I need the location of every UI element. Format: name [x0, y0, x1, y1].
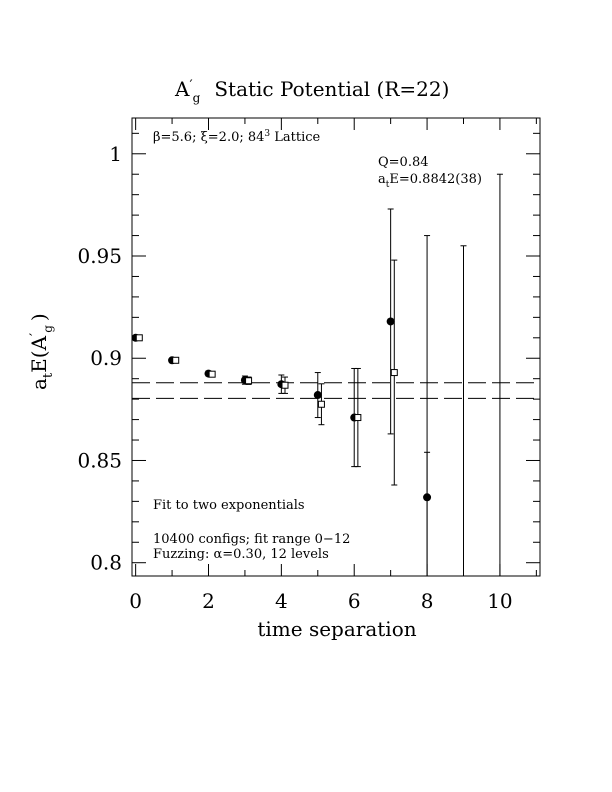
y-axis-label: atE(A′g): [27, 313, 56, 390]
y-tick-label: 0.95: [77, 244, 122, 268]
fit-note: Fit to two exponentials: [153, 498, 305, 513]
data-point-square: [317, 400, 325, 408]
x-tick-label: 0: [129, 589, 142, 613]
x-tick-label: 2: [202, 589, 215, 613]
y-tick-label: 0.9: [90, 346, 122, 370]
plot-frame: [131, 117, 541, 577]
energy-annotation: atE=0.8842(38): [378, 172, 482, 190]
x-tick-label: 6: [348, 589, 361, 613]
configs-annotation: 10400 configs; fit range 0−12: [153, 532, 350, 547]
fuzzing-annotation: Fuzzing: α=0.30, 12 levels: [153, 547, 329, 562]
axis-ticks: 0 2 4 6 8 10 0.8 0.85 0.9 0.95 1: [77, 118, 540, 613]
q-annotation: Q=0.84: [378, 155, 429, 170]
data-point: [386, 317, 395, 326]
x-tick-label: 10: [487, 589, 512, 613]
data-point: [313, 391, 322, 400]
data-point-square: [245, 377, 253, 385]
x-tick-label: 4: [275, 589, 288, 613]
lattice-annotation: β=5.6; ξ=2.0; 843 Lattice: [153, 129, 321, 145]
data-point-square: [354, 414, 362, 422]
data-point-square: [281, 381, 289, 389]
data-point-square: [135, 334, 143, 342]
data-marks: [131, 173, 503, 576]
y-tick-label: 1: [109, 142, 122, 166]
data-point-square: [172, 356, 180, 364]
x-tick-label: 8: [421, 589, 434, 613]
data-point-square: [390, 369, 398, 377]
y-tick-label: 0.8: [90, 551, 122, 575]
fit-band: [132, 382, 540, 399]
chart-title: A′g Static Potential (R=22): [174, 77, 449, 105]
data-point-square: [208, 370, 216, 378]
x-axis-label: time separation: [257, 617, 416, 641]
y-tick-label: 0.85: [77, 448, 122, 472]
